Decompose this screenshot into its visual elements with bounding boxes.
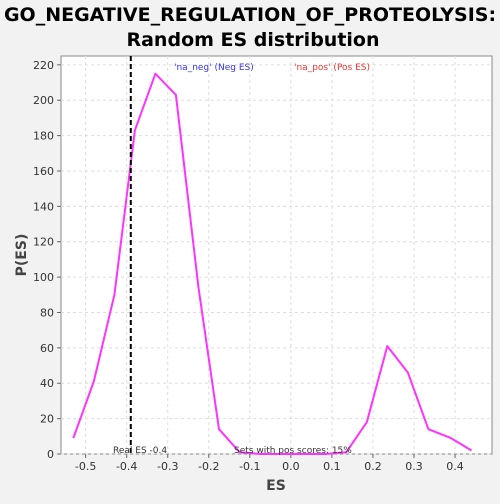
- grid-lines: [61, 56, 492, 455]
- series-layer: [72, 72, 473, 455]
- chart-title-line1: GO_NEGATIVE_REGULATION_OF_PROTEOLYSIS:: [4, 4, 496, 26]
- x-tick-label: -0.5: [75, 460, 96, 473]
- pos-scores-annotation: Sets with pos scores: 15%: [234, 446, 352, 456]
- plot-area: [60, 55, 493, 455]
- y-tick-label: 80: [40, 306, 54, 319]
- x-tick-label: 0.3: [405, 460, 423, 473]
- y-tick-label: 20: [40, 413, 54, 426]
- chart-title-line2: Random ES distribution: [126, 29, 379, 51]
- x-tick-label: -0.2: [198, 460, 219, 473]
- x-tick-label: 0.0: [282, 460, 300, 473]
- x-tick-label: -0.4: [116, 460, 137, 473]
- y-tick-label: 180: [33, 130, 54, 143]
- x-tick-label: 0.4: [446, 460, 464, 473]
- y-tick-label: 0: [47, 448, 54, 461]
- es-distribution-line: [72, 72, 473, 455]
- y-tick-label: 160: [33, 165, 54, 178]
- x-axis-label: ES: [266, 478, 286, 494]
- x-tick-label: 0.2: [364, 460, 382, 473]
- legend-neg: 'na_neg' (Neg ES): [174, 63, 254, 73]
- x-tick-label: -0.1: [239, 460, 260, 473]
- x-tick-label: -0.3: [157, 460, 178, 473]
- y-tick-label: 60: [40, 342, 54, 355]
- y-tick-label: 140: [33, 200, 54, 213]
- y-tick-label: 200: [33, 94, 54, 107]
- legend-pos: 'na_pos' (Pos ES): [294, 63, 370, 73]
- real-es-label: Real ES -0.4: [113, 446, 167, 456]
- y-axis-label: P(ES): [14, 234, 30, 277]
- y-tick-label: 100: [33, 271, 54, 284]
- y-tick-label: 120: [33, 236, 54, 249]
- y-tick-label: 40: [40, 377, 54, 390]
- y-tick-label: 220: [33, 59, 54, 72]
- x-tick-label: 0.1: [323, 460, 341, 473]
- axes: -0.5 -0.4 -0.3 -0.2 -0.1 0.0 0.1 0.2 0.3 0.4 0 20 40…: [33, 59, 464, 473]
